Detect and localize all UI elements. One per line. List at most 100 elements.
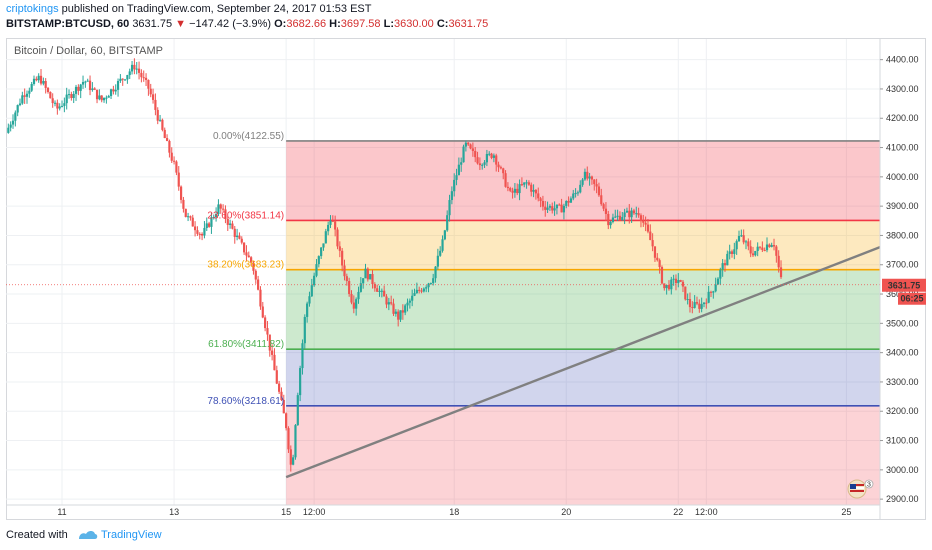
trendline-layer	[6, 246, 881, 479]
candle-body	[116, 80, 120, 90]
candle-body	[572, 193, 575, 199]
candle-body	[413, 293, 416, 296]
candle-body	[404, 305, 407, 313]
candle-body	[744, 241, 748, 243]
candle-body	[77, 86, 80, 91]
candle-body	[667, 284, 671, 290]
candle-body	[611, 217, 615, 223]
candle-body	[401, 310, 404, 313]
candle-body	[165, 138, 169, 141]
candle-body	[467, 142, 470, 145]
candle-body	[275, 370, 278, 384]
candle-body	[387, 302, 390, 305]
candle-body	[254, 270, 257, 280]
candle-body	[345, 276, 348, 282]
fib-zone	[286, 220, 881, 270]
candle-body	[581, 179, 584, 185]
candle-body	[156, 109, 159, 121]
candle-body	[46, 87, 50, 93]
candle-body	[158, 119, 162, 121]
candle-body	[665, 284, 668, 289]
candle-body	[408, 300, 411, 303]
price-tick-label: 3500.00	[886, 318, 919, 328]
time-tick-label: 25	[841, 507, 851, 517]
candle-body	[623, 212, 626, 218]
publish-line: criptokings published on TradingView.com…	[6, 3, 371, 15]
candle-body	[240, 238, 243, 243]
candle-body	[282, 399, 285, 414]
candle-body	[432, 278, 435, 284]
candle-body	[632, 210, 636, 214]
candle-body	[520, 184, 524, 186]
candle-body	[364, 268, 367, 279]
candle-body	[392, 303, 395, 314]
candle-body	[336, 229, 339, 247]
candle-body	[140, 72, 143, 78]
candle-body	[306, 303, 309, 317]
candle-body	[112, 89, 115, 92]
tradingview-link[interactable]: TradingView	[101, 529, 162, 541]
candle-body	[196, 230, 199, 234]
candle-body	[210, 217, 213, 227]
candle-body	[193, 226, 197, 231]
tradingview-logo-icon[interactable]	[77, 528, 99, 542]
candle-body	[768, 244, 771, 247]
fib-level-label: 61.80%(3411.82)	[208, 339, 284, 350]
candle-body	[266, 328, 269, 335]
candle-body	[88, 80, 92, 91]
candle-body	[161, 119, 164, 130]
fib-level-label: 23.60%(3851.14)	[207, 210, 284, 221]
flag-icon: 3	[847, 479, 874, 499]
candle-body	[721, 263, 724, 270]
candle-body	[541, 201, 545, 207]
candle-body	[109, 89, 113, 97]
candle-body	[128, 71, 131, 76]
candle-body	[504, 173, 507, 187]
candle-body	[9, 124, 12, 128]
candle-body	[366, 268, 369, 280]
candle-body	[567, 200, 570, 203]
candle-body	[130, 64, 134, 72]
candle-body	[163, 129, 166, 139]
candle-body	[740, 235, 743, 237]
candle-body	[525, 182, 528, 184]
candle-body	[453, 179, 456, 192]
fib-level-label: 78.60%(3218.61)	[207, 396, 284, 407]
candle-body	[749, 246, 752, 254]
candle-body	[723, 263, 727, 266]
candle-body	[436, 255, 439, 267]
candle-body	[219, 204, 222, 209]
candle-body	[415, 289, 418, 294]
candle-body	[126, 75, 129, 80]
candle-body	[455, 175, 458, 180]
candle-body	[198, 233, 201, 235]
candle-body	[488, 153, 491, 155]
candle-body	[600, 195, 603, 205]
candle-body	[341, 250, 344, 266]
candle-body	[702, 302, 706, 305]
candle-body	[60, 105, 64, 107]
candle-body	[35, 78, 38, 81]
created-with-text: Created with	[6, 529, 68, 541]
candle-body	[609, 222, 612, 226]
high-label: H:	[329, 18, 341, 30]
candle-body	[457, 164, 460, 176]
price-tick-label: 3100.00	[886, 436, 919, 446]
candle-body	[462, 146, 465, 163]
candle-body	[16, 105, 19, 113]
candle-body	[705, 302, 708, 304]
candle-body	[737, 235, 741, 242]
candle-body	[770, 245, 773, 247]
candle-body	[427, 283, 430, 288]
candle-body	[49, 92, 52, 99]
author-link[interactable]: criptokings	[6, 3, 59, 15]
candle-body	[236, 235, 239, 237]
candle-body	[751, 253, 755, 256]
candle-body	[252, 262, 255, 271]
candle-body	[733, 249, 736, 254]
candle-body	[639, 215, 643, 221]
candle-body	[593, 179, 596, 185]
candle-body	[464, 142, 467, 147]
candle-body	[217, 204, 220, 215]
